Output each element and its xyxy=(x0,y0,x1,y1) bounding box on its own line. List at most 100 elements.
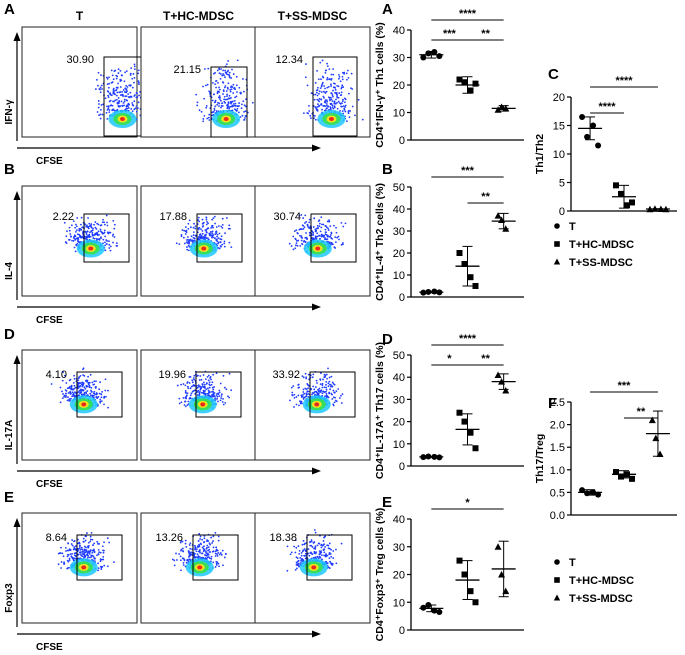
y-tick-label: 40 xyxy=(393,514,405,526)
y-tick-label: 20 xyxy=(393,80,405,92)
flow-ylabel: Foxp3 xyxy=(4,583,15,613)
legend-marker-square xyxy=(554,241,560,247)
legend-label: T+SS-MDSC xyxy=(569,257,633,269)
data-point-square xyxy=(456,557,463,564)
y-tick-label: 0.0 xyxy=(550,510,565,522)
y-tick-label: 40 xyxy=(393,372,405,384)
flow-gate-percent: 30.74 xyxy=(273,211,301,223)
data-point-circle xyxy=(579,487,586,494)
legend-label: T+HC-MDSC xyxy=(569,575,634,587)
y-tick-label: 0 xyxy=(399,625,405,637)
column-header: T+SS-MDSC xyxy=(278,9,348,23)
panel-letter: B xyxy=(382,161,393,178)
x-arrowhead xyxy=(312,144,321,152)
data-point-triangle xyxy=(498,571,506,578)
legend-label: T+SS-MDSC xyxy=(569,593,633,605)
legend-label: T+HC-MDSC xyxy=(569,239,634,251)
data-point-square xyxy=(613,182,619,189)
flow-density-cloud xyxy=(302,59,364,128)
data-point-square xyxy=(629,475,635,482)
flow-xlabel: CFSE xyxy=(36,479,63,490)
y-axis-label: Th17/Treg xyxy=(534,434,546,484)
significance-label: **** xyxy=(459,8,477,20)
data-point-circle xyxy=(425,602,432,609)
y-tick-label: 10 xyxy=(393,270,405,282)
y-tick-label: 2.0 xyxy=(550,420,565,432)
flow-gate-percent: 30.90 xyxy=(66,54,94,66)
data-point-square xyxy=(472,445,479,452)
y-tick-label: 40 xyxy=(393,25,405,37)
data-point-circle xyxy=(425,453,432,460)
data-point-square xyxy=(472,80,479,87)
data-point-triangle xyxy=(652,434,660,442)
y-arrowhead xyxy=(13,32,21,41)
y-tick-label: 2.5 xyxy=(550,397,565,409)
data-point-circle xyxy=(431,49,438,55)
column-header: T+HC-MDSC xyxy=(163,9,234,23)
significance-label: *** xyxy=(443,28,457,40)
significance-label: **** xyxy=(459,333,477,345)
significance-label: **** xyxy=(598,101,616,113)
x-arrowhead xyxy=(312,467,321,475)
y-tick-label: 5 xyxy=(559,178,565,190)
panel-letter: C xyxy=(548,66,559,83)
flow-density-cloud xyxy=(195,59,254,128)
significance-label: *** xyxy=(461,165,475,177)
data-point-square xyxy=(461,79,468,86)
y-tick-label: 30 xyxy=(393,394,405,406)
x-arrowhead xyxy=(312,303,321,311)
data-point-circle xyxy=(590,489,597,496)
y-tick-label: 10 xyxy=(393,108,405,120)
y-tick-label: 30 xyxy=(393,226,405,238)
y-tick-label: 0.5 xyxy=(550,487,565,499)
flow-gate xyxy=(76,534,123,581)
panel-letter: D xyxy=(382,331,393,348)
flow-gate-percent: 13.26 xyxy=(155,532,183,544)
flow-gate-percent: 4.10 xyxy=(46,369,67,381)
data-point-square xyxy=(456,250,463,256)
flow-gate xyxy=(192,534,239,581)
flow-gate xyxy=(83,213,130,263)
data-point-square xyxy=(618,473,624,480)
legend-marker-square xyxy=(554,577,560,583)
data-point-triangle xyxy=(498,216,506,223)
data-point-circle xyxy=(431,288,438,295)
legend-marker-triangle xyxy=(553,258,561,265)
y-tick-label: 20 xyxy=(393,570,405,582)
data-point-square xyxy=(624,471,630,478)
data-point-triangle xyxy=(651,205,659,212)
data-point-square xyxy=(456,76,463,83)
data-point-circle xyxy=(420,454,427,461)
data-point-circle xyxy=(436,53,443,60)
data-point-circle xyxy=(595,491,602,498)
data-point-triangle xyxy=(494,212,502,219)
y-tick-label: 20 xyxy=(393,417,405,429)
data-point-square xyxy=(629,199,635,206)
flow-cytometry-panels: T T+HC-MDSC T+SS-MDSC A IFN-γ CFSE 30.90 21.15 1… xyxy=(4,1,371,653)
legend-label: T xyxy=(569,557,576,569)
panel-letter: D xyxy=(4,326,15,343)
flow-density-cloud xyxy=(94,63,150,128)
panel-letter: E xyxy=(382,494,392,511)
flow-gate-percent: 33.92 xyxy=(272,369,300,381)
data-point-triangle xyxy=(502,387,510,394)
flow-gate xyxy=(76,371,123,418)
y-tick-label: 0 xyxy=(399,135,405,147)
y-tick-label: 0 xyxy=(399,461,405,473)
data-point-square xyxy=(456,409,463,416)
data-point-triangle xyxy=(656,450,664,457)
y-tick-label: 30 xyxy=(393,53,405,65)
data-point-square xyxy=(472,283,479,289)
data-point-triangle xyxy=(498,378,506,385)
y-tick-label: 0 xyxy=(399,292,405,304)
flow-xlabel: CFSE xyxy=(36,156,63,167)
x-arrowhead xyxy=(312,630,321,638)
y-axis-label: CD4⁺IL-17A⁺ Th17 cells (%) xyxy=(374,342,386,479)
data-point-square xyxy=(461,261,468,267)
flow-plot-frame xyxy=(140,26,257,138)
y-arrowhead xyxy=(13,355,21,364)
